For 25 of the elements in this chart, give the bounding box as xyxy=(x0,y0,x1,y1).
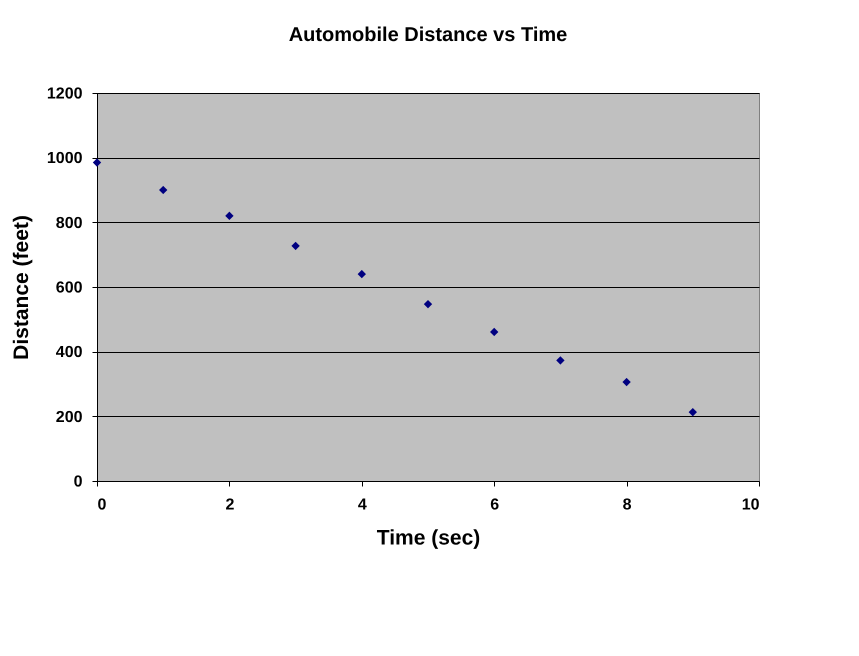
y-tick-label: 400 xyxy=(56,344,83,362)
x-tick-label: 8 xyxy=(622,496,632,514)
x-tick-label: 6 xyxy=(490,496,500,514)
y-tick-label: 0 xyxy=(74,474,83,490)
point xyxy=(225,212,234,220)
point xyxy=(358,270,366,278)
point xyxy=(688,408,697,416)
chart-title: Automobile Distance vs Time xyxy=(288,24,568,46)
y-axis-title: Distance (feet) xyxy=(10,215,33,360)
point xyxy=(424,300,432,308)
y-tick-label: 200 xyxy=(56,408,83,426)
point xyxy=(291,242,300,250)
y-tick-label: 800 xyxy=(56,214,83,232)
point xyxy=(159,186,168,194)
x-tick-label: 10 xyxy=(742,496,760,514)
y-tick-label: 600 xyxy=(56,280,83,296)
x-tick-label: 4 xyxy=(358,496,367,514)
y-tick-label: 1200 xyxy=(46,86,83,102)
point xyxy=(490,328,498,336)
x-tick-label: 2 xyxy=(225,496,234,514)
point xyxy=(556,356,565,365)
point xyxy=(622,378,631,386)
x-tick-label: 0 xyxy=(98,496,106,514)
x-axis-title: Time (sec) xyxy=(376,526,480,550)
y-tick-label: 1000 xyxy=(46,150,83,168)
